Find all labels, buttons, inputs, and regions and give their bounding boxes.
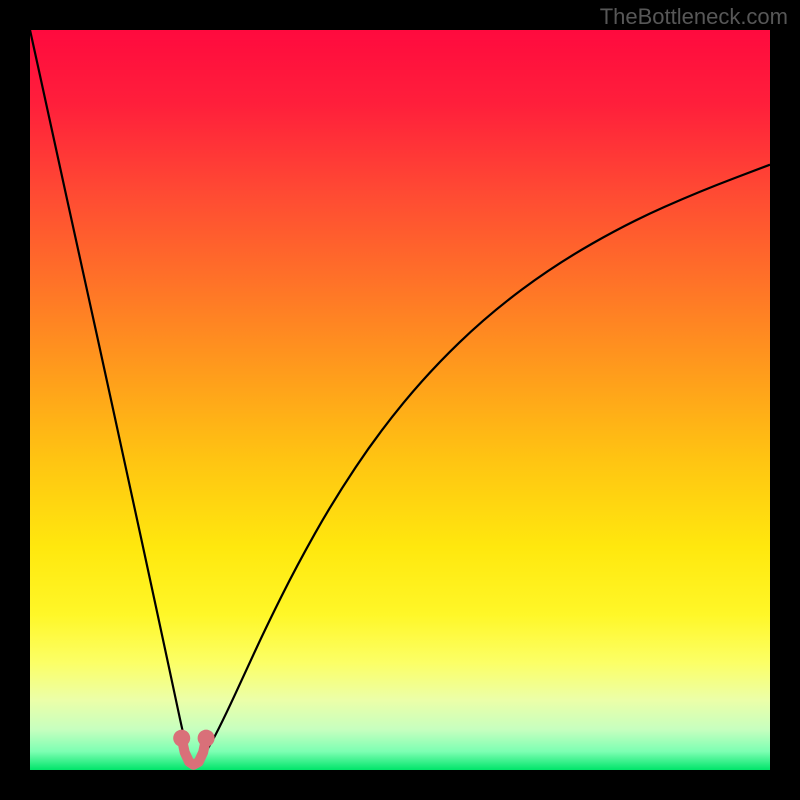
bottleneck-curve bbox=[30, 30, 770, 765]
minimum-marker-dot bbox=[173, 730, 190, 747]
chart-stage: TheBottleneck.com bbox=[0, 0, 800, 800]
watermark-text: TheBottleneck.com bbox=[600, 4, 788, 30]
plot-frame bbox=[30, 30, 770, 770]
plot-inner bbox=[30, 30, 770, 770]
curve-layer bbox=[30, 30, 770, 770]
minimum-markers bbox=[173, 730, 214, 747]
minimum-marker-dot bbox=[198, 730, 215, 747]
